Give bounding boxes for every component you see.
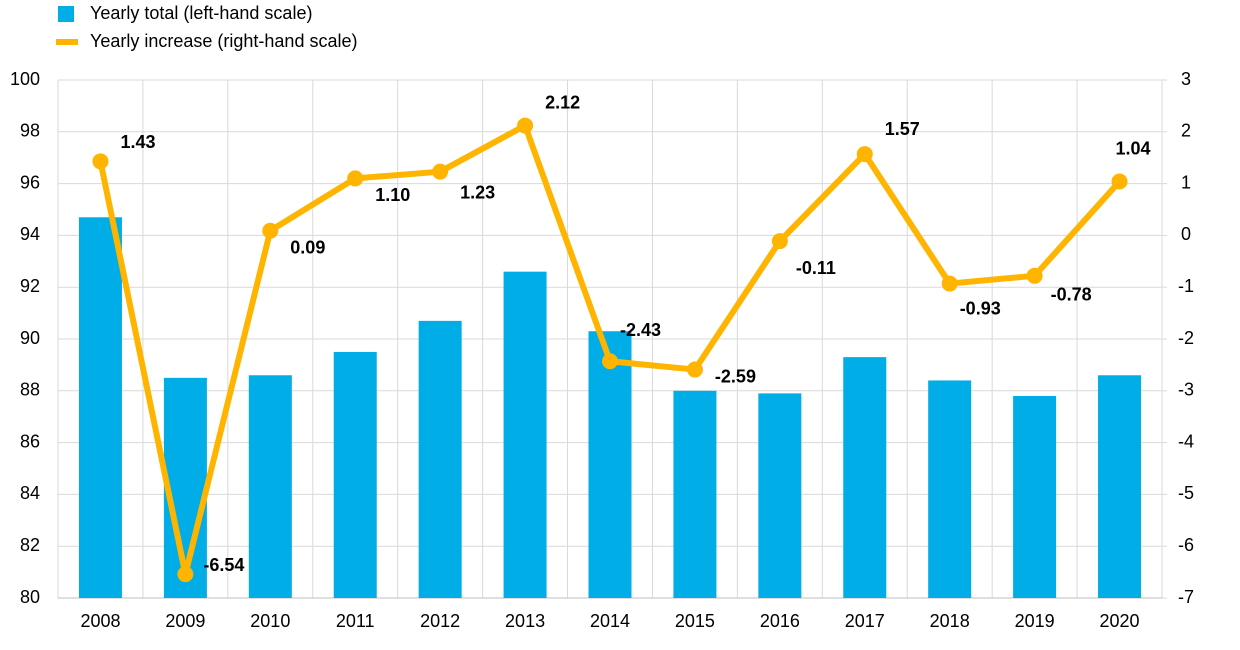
bar bbox=[673, 390, 717, 598]
y2-tick-label: -2 bbox=[1178, 328, 1194, 348]
line-point bbox=[856, 146, 873, 163]
x-tick-label: 2009 bbox=[165, 611, 205, 631]
bar bbox=[78, 217, 122, 598]
y2-tick-label: 2 bbox=[1181, 121, 1191, 141]
data-label: 1.04 bbox=[1116, 138, 1151, 158]
line-point bbox=[92, 153, 109, 170]
line-point bbox=[262, 222, 279, 239]
x-tick-label: 2017 bbox=[845, 611, 885, 631]
x-tick-label: 2008 bbox=[80, 611, 120, 631]
line-point bbox=[941, 275, 958, 292]
y2-tick-label: 0 bbox=[1181, 224, 1191, 244]
y-tick-label: 98 bbox=[20, 121, 40, 141]
bar bbox=[928, 380, 972, 598]
y-tick-label: 94 bbox=[20, 224, 40, 244]
bar bbox=[333, 351, 377, 598]
y-tick-label: 88 bbox=[20, 380, 40, 400]
data-label: -2.43 bbox=[620, 320, 661, 340]
y-tick-label: 86 bbox=[20, 431, 40, 451]
data-label: 1.43 bbox=[120, 132, 155, 152]
legend-swatch bbox=[58, 6, 74, 22]
x-tick-label: 2013 bbox=[505, 611, 545, 631]
bar bbox=[1098, 375, 1142, 598]
x-tick-label: 2014 bbox=[590, 611, 630, 631]
x-tick-label: 2018 bbox=[930, 611, 970, 631]
y2-tick-label: 1 bbox=[1181, 172, 1191, 192]
x-tick-label: 2012 bbox=[420, 611, 460, 631]
y2-tick-label: 3 bbox=[1181, 69, 1191, 89]
line-point bbox=[602, 353, 618, 370]
bar bbox=[1013, 395, 1057, 598]
legend-label: Yearly total (left-hand scale) bbox=[90, 3, 312, 23]
y2-tick-label: -7 bbox=[1178, 587, 1194, 607]
line-point bbox=[177, 566, 194, 583]
y-tick-label: 84 bbox=[20, 483, 40, 503]
bar bbox=[418, 320, 462, 598]
bar bbox=[248, 375, 292, 598]
x-tick-label: 2020 bbox=[1100, 611, 1140, 631]
y2-tick-label: -3 bbox=[1178, 380, 1194, 400]
data-label: -0.11 bbox=[796, 258, 836, 278]
data-label: 1.23 bbox=[460, 182, 495, 202]
y-tick-label: 80 bbox=[20, 587, 40, 607]
x-tick-label: 2010 bbox=[250, 611, 290, 631]
x-tick-label: 2016 bbox=[760, 611, 800, 631]
y-tick-label: 96 bbox=[20, 172, 40, 192]
y2-tick-label: -4 bbox=[1178, 431, 1194, 451]
data-label: -2.59 bbox=[715, 366, 756, 386]
line-point bbox=[1026, 267, 1043, 284]
line-point bbox=[347, 170, 364, 187]
y2-tick-label: -6 bbox=[1178, 535, 1194, 555]
legend-label: Yearly increase (right-hand scale) bbox=[90, 31, 357, 51]
data-label: 1.57 bbox=[885, 119, 920, 139]
x-tick-label: 2019 bbox=[1015, 611, 1055, 631]
line-point bbox=[686, 361, 703, 378]
data-label: 0.09 bbox=[290, 237, 325, 257]
data-label: 2.12 bbox=[545, 92, 580, 112]
bar bbox=[588, 331, 632, 598]
bar bbox=[758, 393, 802, 598]
y-tick-label: 82 bbox=[20, 535, 40, 555]
bar bbox=[843, 357, 887, 598]
y2-tick-label: -5 bbox=[1178, 483, 1194, 503]
line-point bbox=[771, 233, 788, 250]
line-point bbox=[1111, 173, 1128, 190]
line-point bbox=[432, 163, 449, 180]
x-tick-label: 2011 bbox=[336, 611, 375, 631]
y-tick-label: 90 bbox=[20, 328, 40, 348]
data-label: -6.54 bbox=[203, 555, 244, 575]
y-tick-label: 100 bbox=[10, 69, 40, 89]
bar bbox=[503, 271, 547, 598]
data-label: -0.93 bbox=[960, 298, 1001, 318]
y2-tick-label: -1 bbox=[1178, 276, 1194, 296]
x-tick-label: 2015 bbox=[675, 611, 715, 631]
y-tick-label: 92 bbox=[20, 276, 40, 296]
data-label: -0.78 bbox=[1051, 285, 1092, 305]
line-point bbox=[517, 117, 534, 134]
data-label: 1.10 bbox=[375, 185, 410, 205]
